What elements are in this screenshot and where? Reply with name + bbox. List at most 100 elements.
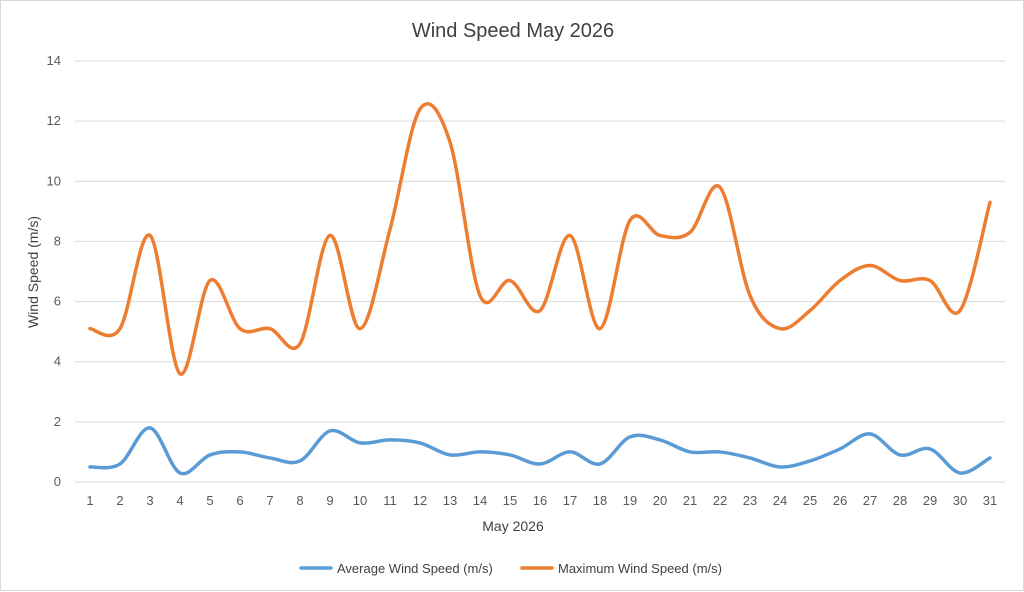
x-tick-label: 3 (146, 493, 153, 508)
data-point-average-wind-speed (328, 429, 332, 433)
data-point-average-wind-speed (298, 459, 302, 463)
x-axis-label: May 2026 (482, 518, 544, 534)
data-point-maximum-wind-speed (688, 230, 692, 234)
data-point-average-wind-speed (838, 447, 842, 451)
x-tick-label: 2 (116, 493, 123, 508)
data-point-average-wind-speed (448, 453, 452, 457)
data-point-average-wind-speed (388, 438, 392, 442)
data-point-average-wind-speed (538, 462, 542, 466)
data-point-maximum-wind-speed (268, 327, 272, 331)
x-tick-label: 8 (296, 493, 303, 508)
data-point-maximum-wind-speed (778, 327, 782, 331)
data-point-average-wind-speed (598, 462, 602, 466)
data-point-maximum-wind-speed (568, 233, 572, 237)
x-tick-label: 18 (593, 493, 607, 508)
data-point-average-wind-speed (778, 465, 782, 469)
legend-label-average-wind-speed: Average Wind Speed (m/s) (337, 561, 493, 576)
legend: Average Wind Speed (m/s) Maximum Wind Spe… (299, 561, 722, 576)
x-tick-label: 11 (383, 493, 397, 508)
y-tick-label: 2 (54, 414, 61, 429)
x-tick-label: 1 (86, 493, 93, 508)
data-point-average-wind-speed (568, 450, 572, 454)
data-point-average-wind-speed (238, 450, 242, 454)
x-tick-label: 27 (863, 493, 877, 508)
x-tick-label: 4 (176, 493, 183, 508)
data-point-maximum-wind-speed (508, 279, 512, 283)
y-tick-label: 12 (47, 113, 61, 128)
data-point-average-wind-speed (658, 438, 662, 442)
legend-label-maximum-wind-speed: Maximum Wind Speed (m/s) (558, 561, 722, 576)
y-tick-label: 6 (54, 294, 61, 309)
x-tick-label: 31 (983, 493, 997, 508)
data-point-maximum-wind-speed (298, 342, 302, 346)
data-point-average-wind-speed (148, 426, 152, 430)
data-point-maximum-wind-speed (448, 140, 452, 144)
data-point-maximum-wind-speed (598, 327, 602, 331)
x-tick-label: 26 (833, 493, 847, 508)
x-tick-label: 28 (893, 493, 907, 508)
data-point-maximum-wind-speed (868, 263, 872, 267)
data-point-average-wind-speed (358, 441, 362, 445)
data-point-maximum-wind-speed (898, 279, 902, 283)
data-point-maximum-wind-speed (418, 107, 422, 111)
x-tick-label: 19 (623, 493, 637, 508)
data-point-average-wind-speed (868, 432, 872, 436)
data-point-maximum-wind-speed (718, 185, 722, 189)
x-tick-label: 22 (713, 493, 727, 508)
x-tick-label: 15 (503, 493, 517, 508)
data-point-average-wind-speed (268, 456, 272, 460)
gridlines (75, 60, 1005, 483)
data-point-maximum-wind-speed (538, 309, 542, 313)
data-point-maximum-wind-speed (988, 200, 992, 204)
data-point-maximum-wind-speed (328, 233, 332, 237)
y-axis-label: Wind Speed (m/s) (25, 216, 41, 328)
data-point-maximum-wind-speed (358, 327, 362, 331)
x-tick-label: 23 (743, 493, 757, 508)
data-point-average-wind-speed (958, 471, 962, 475)
x-tick-label: 17 (563, 493, 577, 508)
data-point-average-wind-speed (88, 465, 92, 469)
data-point-average-wind-speed (928, 447, 932, 451)
data-point-average-wind-speed (628, 435, 632, 439)
data-point-average-wind-speed (208, 453, 212, 457)
data-point-maximum-wind-speed (478, 294, 482, 298)
x-tick-label: 20 (653, 493, 667, 508)
x-tick-label: 29 (923, 493, 937, 508)
x-tick-label: 6 (236, 493, 243, 508)
data-point-average-wind-speed (748, 456, 752, 460)
x-tick-label: 12 (413, 493, 427, 508)
x-tick-label: 16 (533, 493, 547, 508)
series-lines (88, 102, 992, 476)
x-tick-label: 7 (266, 493, 273, 508)
x-tick-label: 5 (206, 493, 213, 508)
x-tick-label: 10 (353, 493, 367, 508)
data-point-maximum-wind-speed (88, 327, 92, 331)
data-point-maximum-wind-speed (838, 279, 842, 283)
data-point-maximum-wind-speed (178, 372, 182, 376)
data-point-maximum-wind-speed (958, 309, 962, 313)
x-tick-label: 30 (953, 493, 967, 508)
x-tick-label: 21 (683, 493, 697, 508)
chart-title: Wind Speed May 2026 (412, 20, 614, 42)
data-point-maximum-wind-speed (238, 327, 242, 331)
y-tick-label: 8 (54, 233, 61, 248)
data-point-average-wind-speed (688, 450, 692, 454)
x-tick-label: 9 (326, 493, 333, 508)
data-point-maximum-wind-speed (748, 294, 752, 298)
data-point-average-wind-speed (418, 441, 422, 445)
x-tick-label: 24 (773, 493, 787, 508)
data-point-maximum-wind-speed (118, 327, 122, 331)
data-point-maximum-wind-speed (658, 233, 662, 237)
y-axis-ticks: 0 2 4 6 8 10 12 14 (47, 53, 61, 489)
x-tick-label: 25 (803, 493, 817, 508)
data-point-average-wind-speed (478, 450, 482, 454)
data-point-average-wind-speed (118, 462, 122, 466)
data-point-average-wind-speed (988, 456, 992, 460)
series-line-maximum-wind-speed (88, 102, 992, 376)
data-point-average-wind-speed (898, 453, 902, 457)
y-tick-label: 4 (54, 354, 61, 369)
data-point-maximum-wind-speed (628, 218, 632, 222)
y-tick-label: 10 (47, 173, 61, 188)
data-point-maximum-wind-speed (928, 279, 932, 283)
